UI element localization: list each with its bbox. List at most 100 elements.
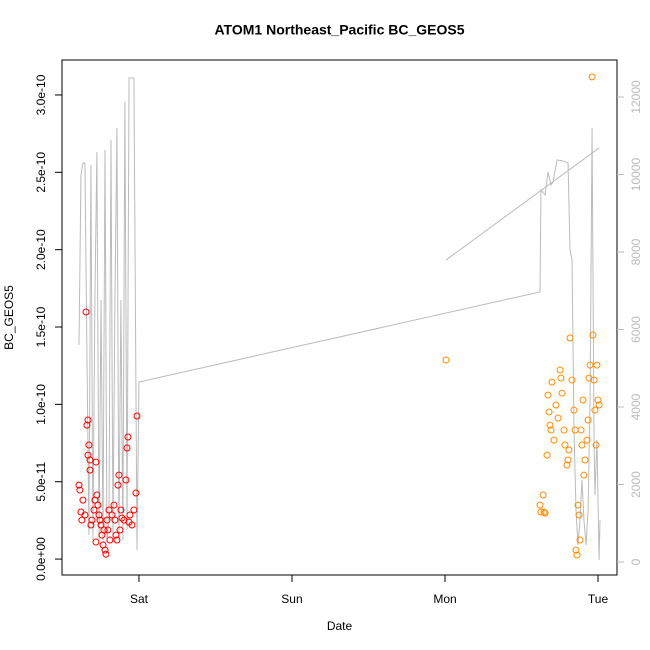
y-tick-label: 5.0e-11 — [34, 461, 48, 501]
point — [126, 511, 134, 519]
point — [580, 471, 588, 479]
point — [539, 491, 547, 499]
point — [130, 506, 138, 514]
point — [543, 451, 551, 459]
point — [104, 526, 112, 534]
point — [117, 506, 125, 514]
y-tick-label: 2.5e-10 — [34, 152, 48, 193]
y2-tick-label: 12000 — [629, 80, 643, 114]
point — [592, 441, 600, 449]
x-axis-label: Date — [327, 619, 353, 633]
point — [112, 531, 120, 539]
point — [586, 361, 594, 369]
point — [574, 501, 582, 509]
point — [111, 516, 119, 524]
x-tick-label: Sat — [130, 592, 149, 606]
point — [103, 516, 111, 524]
y2-tick-label: 0 — [629, 558, 643, 565]
y-tick-label: 1.0e-10 — [34, 384, 48, 425]
point — [540, 508, 548, 516]
point — [565, 446, 573, 454]
point — [550, 436, 558, 444]
altitude-line — [78, 77, 601, 561]
point — [118, 514, 126, 522]
point — [554, 414, 562, 422]
point — [122, 476, 130, 484]
y2-tick-label: 2000 — [629, 471, 643, 498]
point — [589, 331, 597, 339]
point — [579, 396, 587, 404]
y2-tick-label: 4000 — [629, 393, 643, 420]
point — [84, 416, 92, 424]
y-tick-label: 2.0e-10 — [34, 229, 48, 270]
point — [545, 408, 553, 416]
point — [92, 538, 100, 546]
point — [584, 416, 592, 424]
point — [595, 401, 603, 409]
point — [128, 521, 136, 529]
point — [552, 401, 560, 409]
point — [591, 406, 599, 414]
point — [546, 421, 554, 429]
point — [115, 471, 123, 479]
y2-tick-label: 10000 — [629, 158, 643, 192]
point — [87, 521, 95, 529]
point — [78, 516, 86, 524]
point — [577, 426, 585, 434]
point — [581, 456, 589, 464]
point — [110, 501, 118, 509]
point — [575, 511, 583, 519]
point — [93, 491, 101, 499]
point — [116, 526, 124, 534]
x-tick-label: Tue — [588, 592, 609, 606]
point — [96, 516, 104, 524]
point — [86, 456, 94, 464]
point — [79, 496, 87, 504]
point — [132, 489, 140, 497]
point — [566, 334, 574, 342]
point — [578, 441, 586, 449]
point — [92, 458, 100, 466]
point — [106, 536, 114, 544]
point — [83, 421, 91, 429]
y-tick-label: 3.0e-10 — [34, 74, 48, 115]
point — [572, 546, 580, 554]
x-tick-label: Sun — [281, 592, 302, 606]
point — [123, 444, 131, 452]
point — [563, 461, 571, 469]
point — [548, 378, 556, 386]
plot-frame — [61, 59, 618, 576]
y-tick-label: 1.5e-10 — [34, 306, 48, 347]
point — [576, 536, 584, 544]
point — [547, 426, 555, 434]
y-tick-label: 0.0e+00 — [34, 537, 48, 581]
point — [95, 511, 103, 519]
point — [88, 516, 96, 524]
point — [593, 361, 601, 369]
point — [102, 550, 110, 558]
point — [588, 73, 596, 81]
point — [82, 308, 90, 316]
point — [564, 456, 572, 464]
point — [90, 506, 98, 514]
point — [76, 486, 84, 494]
point — [568, 376, 576, 384]
y-axis-label: BC_GEOS5 — [2, 285, 16, 350]
point — [570, 406, 578, 414]
point — [557, 374, 565, 382]
point — [124, 433, 132, 441]
point — [544, 391, 552, 399]
point — [594, 396, 602, 404]
point — [590, 376, 598, 384]
y2-tick-label: 6000 — [629, 316, 643, 343]
point — [583, 436, 591, 444]
point — [556, 366, 564, 374]
x-tick-label: Mon — [433, 592, 456, 606]
point — [537, 508, 545, 516]
point — [101, 546, 109, 554]
point — [100, 526, 108, 534]
point — [133, 412, 141, 420]
